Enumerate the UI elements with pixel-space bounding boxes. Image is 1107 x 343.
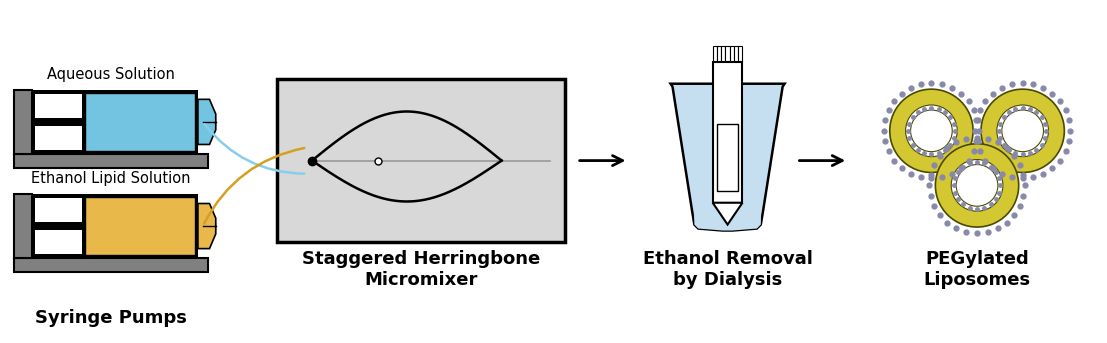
Circle shape: [911, 110, 952, 152]
Polygon shape: [198, 203, 216, 249]
Bar: [32, 90, 198, 154]
Bar: [84, 93, 195, 151]
Circle shape: [951, 159, 1003, 211]
Bar: [35, 126, 82, 150]
Text: Syringe Pumps: Syringe Pumps: [35, 309, 187, 327]
Bar: [35, 94, 82, 118]
Text: Staggered Herringbone
Micromixer: Staggered Herringbone Micromixer: [302, 250, 540, 289]
Bar: [717, 46, 721, 62]
Bar: [14, 194, 32, 258]
Polygon shape: [198, 99, 216, 144]
Circle shape: [981, 89, 1064, 173]
Text: Aqueous Solution: Aqueous Solution: [48, 67, 175, 82]
Polygon shape: [671, 84, 785, 230]
Polygon shape: [713, 203, 743, 225]
Circle shape: [1002, 110, 1044, 152]
Circle shape: [906, 105, 958, 157]
Text: Ethanol Lipid Solution: Ethanol Lipid Solution: [31, 171, 190, 186]
Bar: [730, 46, 734, 62]
Circle shape: [996, 105, 1048, 157]
Bar: [14, 154, 208, 168]
Bar: [716, 124, 738, 191]
Bar: [738, 46, 743, 62]
Text: PEGylated
Liposomes: PEGylated Liposomes: [923, 250, 1031, 289]
Bar: [713, 62, 743, 203]
Circle shape: [890, 89, 973, 173]
Bar: [721, 46, 725, 62]
Bar: [277, 79, 565, 243]
Bar: [32, 194, 198, 258]
Bar: [35, 198, 82, 222]
Bar: [713, 46, 717, 62]
Bar: [734, 46, 738, 62]
Polygon shape: [692, 102, 763, 230]
Bar: [84, 197, 195, 255]
Text: Ethanol Removal
by Dialysis: Ethanol Removal by Dialysis: [643, 250, 813, 289]
Bar: [14, 258, 208, 272]
Circle shape: [956, 165, 997, 206]
Bar: [14, 90, 32, 154]
Bar: [725, 46, 730, 62]
Bar: [84, 93, 195, 151]
Circle shape: [935, 144, 1018, 227]
Bar: [84, 197, 195, 255]
Bar: [35, 230, 82, 255]
